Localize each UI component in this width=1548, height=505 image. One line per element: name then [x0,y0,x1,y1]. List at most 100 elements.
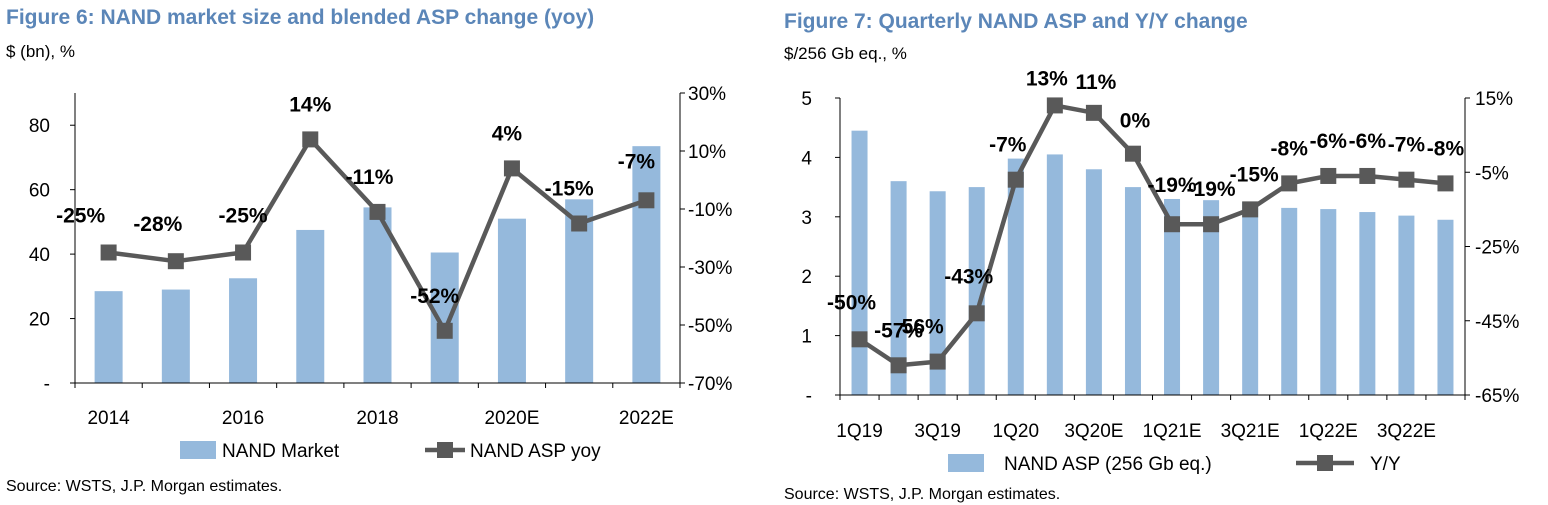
chart2-bar-1Q21E [1164,198,1181,395]
chart2-data-label: 56% [902,316,944,339]
chart1-source: Source: WSTS, J.P. Morgan estimates. [6,478,283,495]
chart1-left-tick-label: 80 [29,116,50,137]
chart2-line-marker-3Q22E [1398,171,1415,188]
chart1-line-marker-2019 [436,322,453,339]
chart1-title: Figure 6: NAND market size and blended A… [6,6,595,29]
chart1-legend-line-marker [437,442,453,458]
chart2-left-tick-label: 4 [801,148,812,169]
chart1-right-tick-label: -10% [688,200,732,221]
chart2-bar-1Q20 [1007,158,1024,395]
chart2-left-tick-label: - [806,386,812,407]
chart2-x-tick-label: 3Q20E [1064,421,1123,442]
chart2-data-label: -8% [1427,137,1465,160]
chart2-bar-3Q19 [929,191,946,395]
chart1-line-marker-2016 [235,244,252,261]
chart1-data-label: -52% [410,285,459,308]
chart1-data-label: -28% [133,213,182,236]
chart2-bar-3Q20E [1085,169,1102,395]
chart1-left-tick-label: - [44,374,50,395]
chart2-line-marker-4Q22E [1437,175,1454,192]
chart2-bar-1Q19 [851,130,868,396]
chart2-data-label: -50% [827,291,876,314]
chart2-subtitle: $/256 Gb eq., % [784,44,907,63]
chart2-right-tick-label: -65% [1475,386,1519,407]
chart2-line-marker-1Q20 [1007,171,1024,188]
chart2-bar-4Q22E [1437,219,1454,395]
chart2-bar-4Q20E [1124,187,1141,395]
chart2-line-marker-2Q22E [1359,167,1376,184]
chart1-bar-2015 [161,289,190,383]
chart1-line-marker-2020E [503,160,520,177]
chart1-bar-2018 [363,207,392,383]
chart1-line-marker-2015 [167,253,184,270]
chart2-bar-2Q21E [1203,200,1220,395]
chart1-bar-2014 [94,291,123,383]
chart1-left-tick-label: 40 [29,245,50,266]
chart2-x-tick-label: 1Q19 [836,421,882,442]
chart2-legend-bar-label: NAND ASP (256 Gb eq.) [1004,454,1212,475]
chart2-x-tick-label: 1Q21E [1142,421,1201,442]
chart1-x-tick-label: 2022E [619,408,674,429]
chart1-right-tick-label: -70% [688,374,732,395]
chart1-data-label: -7% [618,150,656,173]
chart2-data-label: -19% [1148,174,1197,197]
chart1-x-tick-label: 2020E [484,408,539,429]
chart1-subtitle: $ (bn), % [6,42,75,61]
chart1-data-label: 4% [492,122,523,145]
chart2-line-marker-3Q20E [1085,104,1102,121]
chart2-line-marker-3Q19 [929,353,946,370]
chart2-right-tick-label: -45% [1475,312,1519,333]
chart2-data-label: 0% [1120,110,1151,133]
chart1-data-label: -25% [219,205,268,228]
chart2-x-tick-label: 1Q22E [1299,421,1358,442]
chart2-title: Figure 7: Quarterly NAND ASP and Y/Y cha… [784,10,1248,33]
chart1-left-tick-label: 20 [29,310,50,331]
chart2-bar-2Q22E [1359,212,1376,395]
chart2-line-marker-3Q21E [1242,201,1259,218]
chart1-data-label: -15% [545,178,594,201]
chart2-bar-3Q22E [1398,215,1415,395]
chart2-right-tick-label: -5% [1475,163,1509,184]
chart2-bar-2Q20 [1046,154,1063,395]
chart1-x-tick-label: 2018 [356,408,398,429]
chart2-line-marker-1Q21E [1164,216,1181,233]
chart1-right-tick-label: -50% [688,316,732,337]
chart2-source: Source: WSTS, J.P. Morgan estimates. [784,486,1061,503]
chart2-line-series [858,103,1446,368]
chart1-x-tick-label: 2016 [222,408,264,429]
chart1-data-label: 14% [289,93,331,116]
chart1-legend-line-label: NAND ASP yoy [470,441,601,462]
chart2-data-label: -19% [1187,178,1236,201]
chart2-data-label: -57% [874,319,923,342]
chart2-legend-line-label: Y/Y [1370,454,1401,475]
chart1-x-tick-label: 2014 [87,408,130,429]
chart2-line-marker-4Q19 [968,305,985,322]
chart2-legend-bar-swatch [948,454,984,472]
chart1-line-marker-2022E [638,192,655,209]
chart2-line-marker-2Q21E [1203,216,1220,233]
chart2-bar-1Q22E [1320,209,1337,395]
chart2-bar-4Q19 [968,187,985,395]
chart1-data-label: -25% [56,205,105,228]
chart1-bar-2016 [229,278,258,383]
chart1-right-tick-label: 10% [688,142,726,163]
chart1-bar-2017 [296,229,325,383]
chart1-legend-bar-swatch [180,441,216,459]
chart1-bar-2020E [497,218,526,383]
chart2-left-tick-label: 3 [801,208,812,229]
chart2-data-label: -15% [1230,163,1279,186]
chart1-right-tick-label: -30% [688,258,732,279]
chart2-x-tick-label: 3Q21E [1221,421,1280,442]
chart2-bar-3Q21E [1242,201,1259,395]
chart2-data-label: -7% [1388,134,1426,157]
chart2-data-label: -6% [1349,130,1387,153]
chart2-left-tick-label: 2 [801,267,812,288]
chart2-line-marker-1Q22E [1320,167,1337,184]
chart2-right-tick-label: 15% [1475,89,1513,110]
chart1-right-tick-label: 30% [688,84,726,105]
chart2-data-label: -8% [1271,137,1309,160]
chart2-bar-4Q21E [1281,207,1298,395]
chart1-data-label: -11% [346,166,394,189]
chart2-data-label: 13% [1026,67,1068,90]
